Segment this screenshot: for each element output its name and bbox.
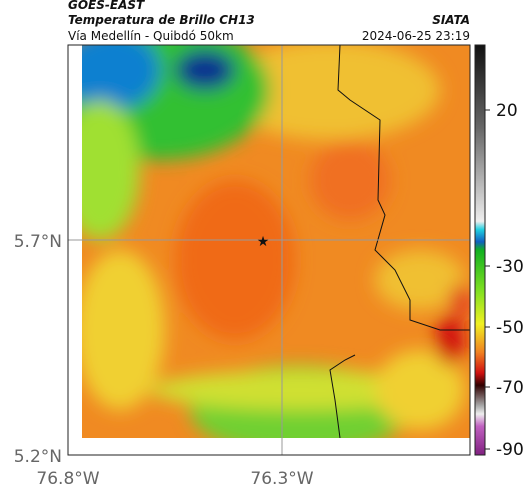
x-axis-label: 76.8°W [36,469,99,489]
colorbar-ticks [485,109,490,450]
colorbar [474,44,486,456]
source: SIATA [432,13,470,27]
temperature-field [82,45,470,438]
location-marker: ★ [257,234,270,250]
border [329,354,356,438]
colorbar-label: 20 [496,101,518,121]
colorbar-label: -70 [496,378,524,398]
colorbar-label: -90 [496,440,524,460]
location: Vía Medellín - Quibdó 50km [68,29,234,43]
border [337,45,470,331]
x-axis-label: 76.3°W [250,469,313,489]
y-axis-label: 5.2°N [14,447,62,467]
map-frame [67,44,471,456]
timestamp: 2024-06-25 23:19 [362,29,470,43]
y-axis-label: 5.7°N [14,232,62,252]
title: GOES-EAST [68,0,145,12]
colorbar-label: -50 [496,318,524,338]
colorbar-label: -30 [496,257,524,277]
subtitle: Temperatura de Brillo CH13 [68,13,255,27]
